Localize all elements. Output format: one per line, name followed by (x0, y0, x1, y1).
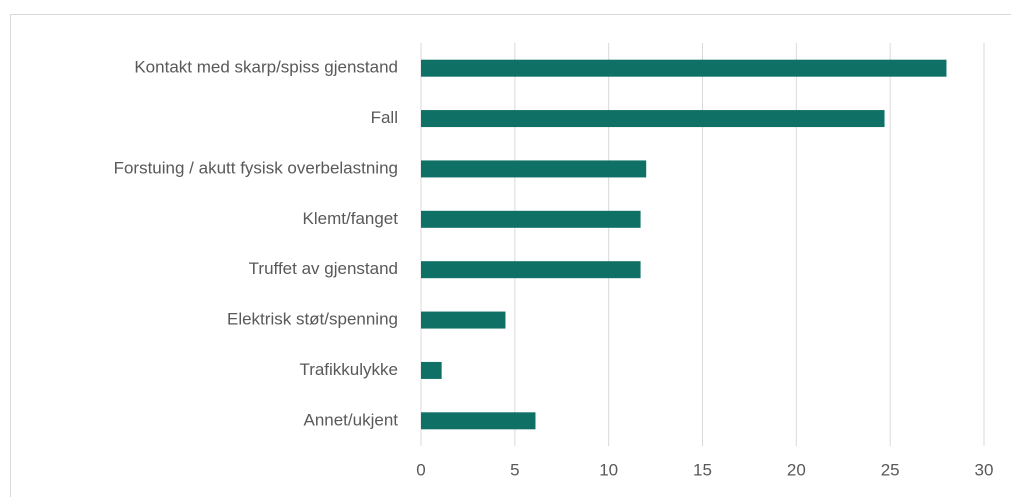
y-tick-label: Trafikkulykke (299, 360, 398, 379)
x-tick-label: 15 (693, 460, 712, 479)
y-tick-label: Forstuing / akutt fysisk overbelastning (114, 158, 398, 177)
y-tick-label: Elektrisk støt/spenning (227, 310, 398, 329)
bar (421, 110, 885, 128)
x-tick-label: 20 (787, 460, 806, 479)
y-tick-label: Annet/ukjent (303, 410, 398, 429)
x-tick-label: 25 (881, 460, 900, 479)
bar (421, 261, 641, 279)
y-tick-label: Truffet av gjenstand (249, 259, 398, 278)
bar (421, 210, 641, 228)
x-tick-label: 30 (975, 460, 994, 479)
bar (421, 59, 947, 77)
x-tick-label: 5 (510, 460, 519, 479)
bar (421, 361, 442, 379)
y-tick-label: Kontakt med skarp/spiss gjenstand (134, 58, 398, 77)
x-tick-label: 0 (416, 460, 425, 479)
bar (421, 412, 536, 430)
y-tick-label: Klemt/fanget (303, 209, 399, 228)
x-tick-label: 10 (599, 460, 618, 479)
bar (421, 311, 506, 329)
bar (421, 160, 647, 178)
y-tick-label: Fall (371, 108, 398, 127)
